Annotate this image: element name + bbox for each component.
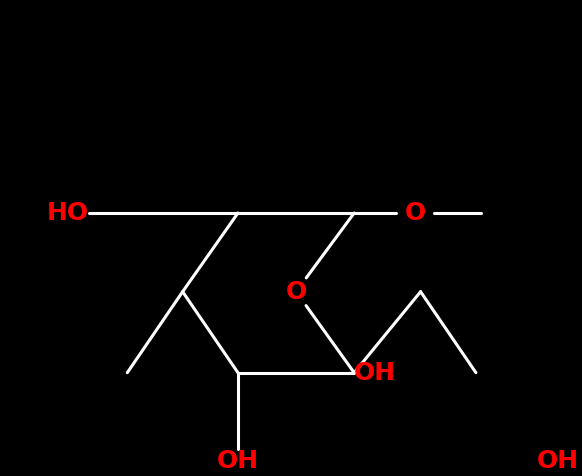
- Text: OH: OH: [217, 449, 259, 473]
- Text: O: O: [285, 280, 307, 304]
- Text: HO: HO: [47, 201, 88, 225]
- Text: O: O: [404, 201, 425, 225]
- Text: OH: OH: [354, 361, 396, 385]
- Text: OH: OH: [537, 449, 579, 473]
